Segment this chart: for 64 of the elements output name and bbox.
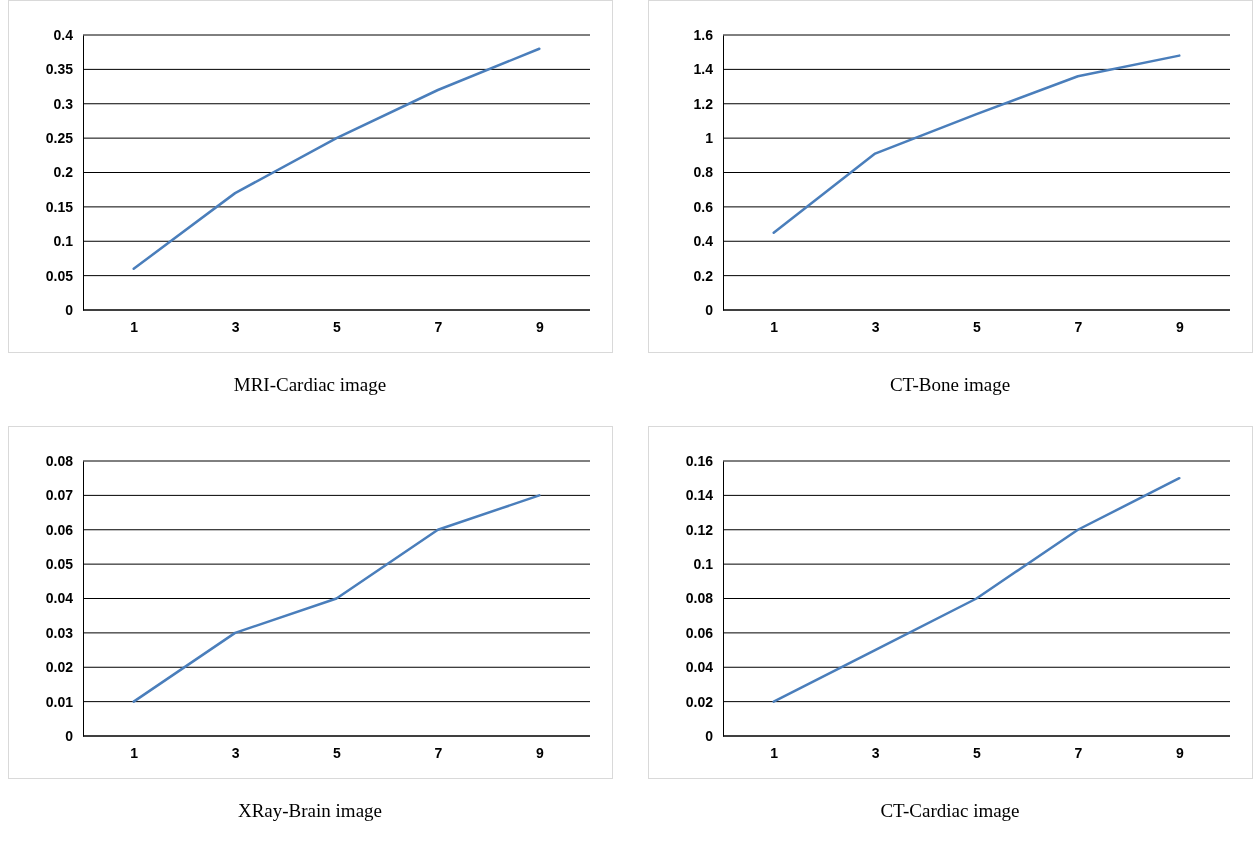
line-series xyxy=(772,54,1181,234)
y-tick-label: 0.04 xyxy=(45,590,74,607)
x-tick-label: 1 xyxy=(130,318,139,335)
x-tick-label: 3 xyxy=(871,744,880,761)
y-tick-label: 1.6 xyxy=(693,26,714,43)
x-tick-label: 3 xyxy=(231,318,240,335)
x-tick-label: 7 xyxy=(434,318,443,335)
y-tick-label: 1 xyxy=(705,130,714,147)
x-tick-label: 7 xyxy=(1074,744,1083,761)
y-tick-label: 0.08 xyxy=(685,590,714,607)
x-tick-label: 5 xyxy=(973,744,982,761)
y-tick-label: 0.25 xyxy=(45,130,74,147)
y-tick-label: 0.3 xyxy=(53,95,74,112)
text: XRay-Brain image xyxy=(237,800,383,821)
y-tick-label: 0.06 xyxy=(45,521,74,538)
y-tick-label: 0 xyxy=(705,301,714,318)
y-tick-label: 0.01 xyxy=(45,693,74,710)
y-tick-label: 0.1 xyxy=(53,233,74,250)
x-tick-label: 7 xyxy=(1074,318,1083,335)
y-tick-label: 0.02 xyxy=(45,659,74,676)
text: CT-Cardiac image xyxy=(880,800,1020,821)
y-tick-label: 0.04 xyxy=(685,659,714,676)
y-tick-label: 0.4 xyxy=(693,233,714,250)
x-tick-label: 3 xyxy=(871,318,880,335)
line-series xyxy=(132,494,541,703)
y-tick-label: 0.08 xyxy=(45,452,74,469)
y-tick-label: 0.07 xyxy=(45,487,74,504)
y-tick-label: 0.8 xyxy=(693,164,714,181)
y-tick-label: 0 xyxy=(705,727,714,744)
y-tick-label: 0.2 xyxy=(693,267,714,284)
y-tick-label: 0.05 xyxy=(45,556,74,573)
text: MRI-Cardiac image xyxy=(233,374,387,395)
y-tick-label: 0.2 xyxy=(53,164,74,181)
y-tick-label: 0.14 xyxy=(685,487,714,504)
text: CT-Bone image xyxy=(889,374,1011,395)
y-tick-label: 0.05 xyxy=(45,267,74,284)
y-tick-label: 0 xyxy=(65,301,74,318)
line-series xyxy=(132,47,541,270)
x-tick-label: 1 xyxy=(770,318,779,335)
y-tick-label: 1.2 xyxy=(693,95,714,112)
y-tick-label: 0.4 xyxy=(53,26,74,43)
y-tick-label: 0.6 xyxy=(693,198,714,215)
x-tick-label: 3 xyxy=(231,744,240,761)
y-tick-label: 0.1 xyxy=(693,556,714,573)
x-tick-label: 1 xyxy=(770,744,779,761)
x-tick-label: 9 xyxy=(1175,318,1184,335)
y-tick-label: 0.12 xyxy=(685,521,714,538)
line-series xyxy=(772,476,1181,703)
y-tick-label: 0.16 xyxy=(685,452,714,469)
x-tick-label: 9 xyxy=(535,744,544,761)
y-tick-label: 0.02 xyxy=(685,693,714,710)
x-tick-label: 9 xyxy=(1175,744,1184,761)
x-tick-label: 1 xyxy=(130,744,139,761)
y-tick-label: 0 xyxy=(65,727,74,744)
x-tick-label: 7 xyxy=(434,744,443,761)
x-tick-label: 5 xyxy=(333,744,342,761)
y-tick-label: 0.03 xyxy=(45,624,74,641)
x-tick-label: 5 xyxy=(973,318,982,335)
y-tick-label: 0.35 xyxy=(45,61,74,78)
y-tick-label: 1.4 xyxy=(693,61,714,78)
x-tick-label: 9 xyxy=(535,318,544,335)
x-tick-label: 5 xyxy=(333,318,342,335)
y-tick-label: 0.15 xyxy=(45,198,74,215)
y-tick-label: 0.06 xyxy=(685,624,714,641)
